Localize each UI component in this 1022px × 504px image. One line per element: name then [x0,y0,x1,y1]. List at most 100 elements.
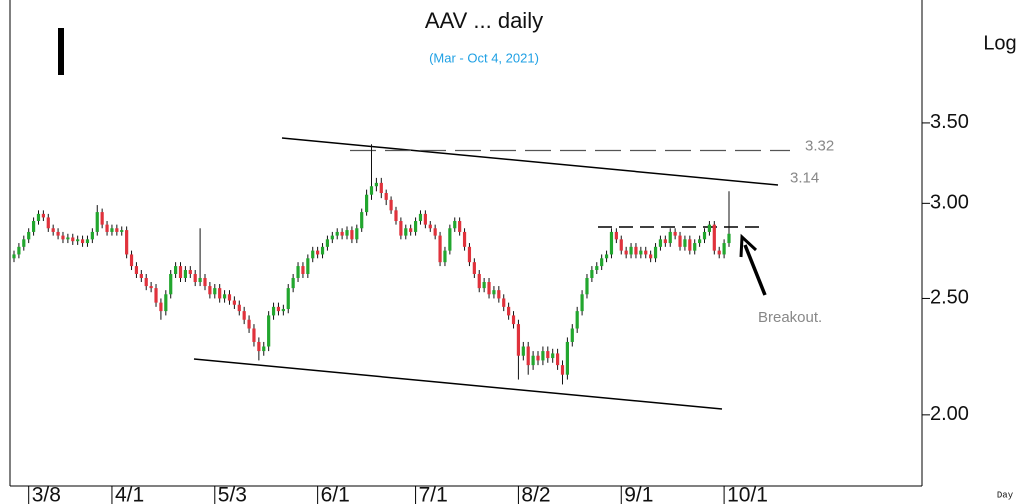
candle-body [536,355,540,361]
candle-body [237,304,241,312]
candle-body [472,262,476,274]
candle-body [438,235,442,263]
candle-body [316,250,320,255]
candle-body [17,246,21,255]
candle-body [213,288,217,295]
candle-body [541,351,545,361]
candle-body [609,231,614,255]
candle-body [208,286,212,295]
candle-body [365,194,369,213]
candle-body [379,182,383,194]
candle-body [374,182,378,187]
candle-body [639,250,643,255]
candle-body [433,228,437,236]
candle-body [482,282,486,289]
x-tick-label: 8/2 [521,484,550,504]
candle-body [560,365,565,375]
candle-body [296,266,300,278]
candle-body [418,213,423,222]
candle-body [394,210,398,222]
candle-body [311,250,315,259]
y-tick-label: 2.50 [930,287,969,309]
x-tick-label: 7/1 [419,484,448,504]
candle-body [477,273,481,289]
candle-body [100,212,104,225]
lower-trendline [193,358,723,410]
candle-body [580,294,584,312]
candle-body [595,266,599,271]
candle-body [698,239,702,244]
candle-body [169,273,173,295]
candle-body [193,273,197,283]
candle-body [404,228,408,236]
candle-body [144,277,148,287]
candle-body [90,231,94,240]
candle-body [306,258,310,274]
candle-body [247,319,251,329]
candle-body [61,235,65,240]
candle-body [115,228,119,232]
y-tick-label: 2.00 [930,403,969,425]
candle-body [634,246,638,255]
candle-body [340,231,344,236]
candle-body [276,306,281,312]
candle-body [129,254,134,267]
candle-body [125,230,129,255]
candle-body [218,288,222,299]
candle-body [702,231,707,240]
candle-body [448,228,452,251]
candle-body [71,237,75,242]
candle-body [423,213,427,225]
candle-body [683,239,687,247]
candle-body [360,212,364,229]
candle-body [707,224,712,232]
candle-body [653,246,658,259]
candle-body [267,315,271,347]
candle-body [516,324,521,356]
candle-body [320,246,325,255]
candle-body [413,221,418,232]
candle-body [22,239,26,247]
upper-trendline [281,137,779,186]
candle-body [46,217,50,229]
candle-body [183,270,188,278]
candle-body [291,277,295,289]
x-tick-label: 5/3 [218,484,247,504]
candle-body [31,221,36,232]
annotation: Breakout. [758,309,822,326]
candle-body [178,266,183,278]
candle-body [428,224,432,229]
candle-body [467,246,472,263]
candle-body [188,270,192,274]
candle-body [242,311,246,320]
candle-body [66,237,70,240]
candle-body [110,228,114,232]
candle-body [678,235,682,247]
candle-body [271,306,276,316]
candle-body [154,288,158,303]
candle-body [492,290,496,295]
chart-title: AAV ... daily [425,8,543,33]
candle-body [369,186,374,195]
candle-body [526,346,530,366]
candle-body [281,308,285,312]
candle-body [585,277,589,295]
candle-body [85,239,90,244]
candle-body [722,243,726,255]
candle-body [203,277,207,287]
candle-body [335,231,339,236]
level-label: 3.32 [805,137,834,154]
candle-body [350,230,354,240]
candle-body [511,315,516,325]
candle-body [462,231,467,247]
candle-body [76,239,80,242]
candle-body [12,254,16,259]
candle-body [487,282,491,295]
x-tick-label: 6/1 [321,484,350,504]
candle-body [614,231,618,240]
chart-subtitle: (Mar - Oct 4, 2021) [429,50,539,65]
candle-body [95,212,99,232]
y-tick-label: 3.50 [930,111,969,133]
candle-body [409,228,413,232]
